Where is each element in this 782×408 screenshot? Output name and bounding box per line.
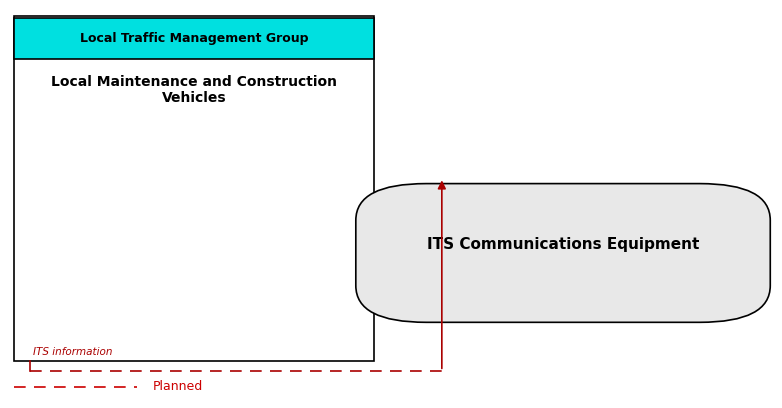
FancyBboxPatch shape bbox=[356, 184, 770, 322]
FancyBboxPatch shape bbox=[14, 18, 374, 59]
Text: Planned: Planned bbox=[152, 380, 203, 393]
Text: Local Maintenance and Construction
Vehicles: Local Maintenance and Construction Vehic… bbox=[51, 75, 337, 105]
Text: ITS information: ITS information bbox=[33, 347, 113, 357]
Text: Local Traffic Management Group: Local Traffic Management Group bbox=[80, 32, 308, 45]
Text: ITS Communications Equipment: ITS Communications Equipment bbox=[427, 237, 699, 252]
FancyBboxPatch shape bbox=[14, 16, 374, 361]
